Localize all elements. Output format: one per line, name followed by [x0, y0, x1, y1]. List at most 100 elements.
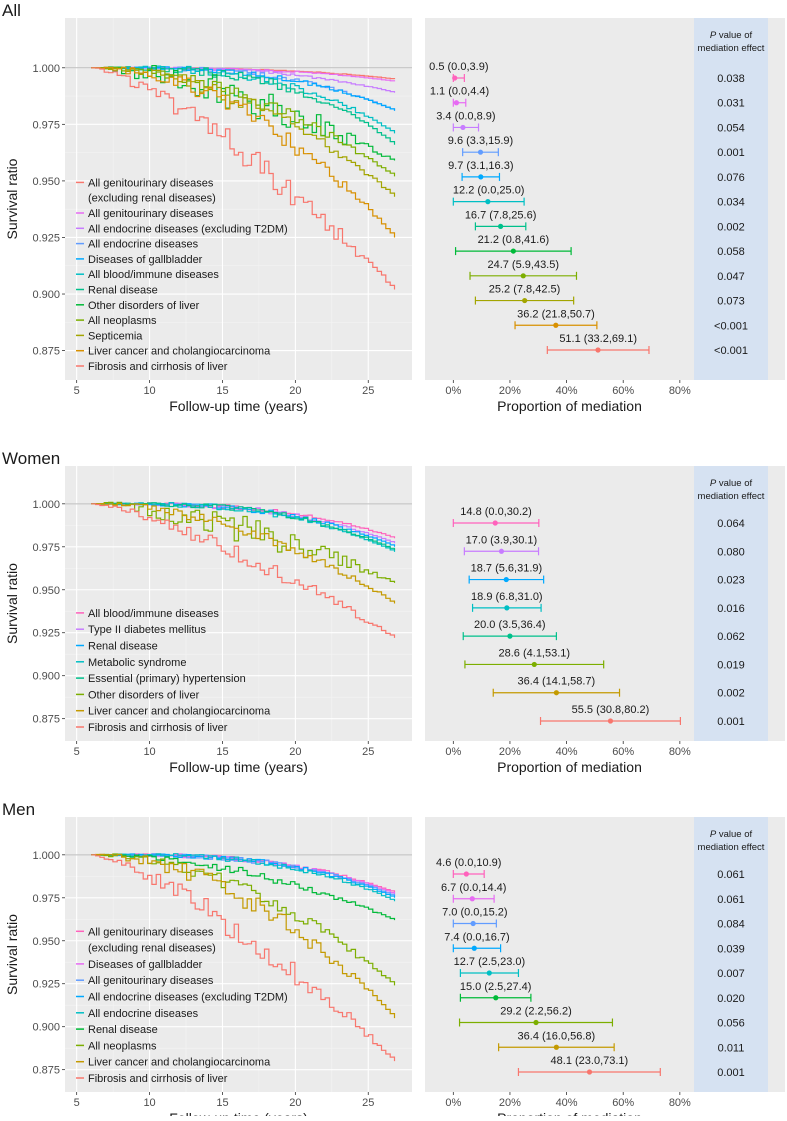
pvalue-5: 0.019: [717, 659, 745, 671]
survival-xtick-label: 5: [74, 1097, 80, 1109]
pvalue-8: 0.047: [717, 271, 745, 283]
legend-label-4: Essential (primary) hypertension: [88, 673, 246, 685]
estimate-point-1: [469, 896, 475, 902]
survival-xtick-label: 15: [216, 385, 228, 397]
forest-xtick-label: 60%: [612, 385, 634, 397]
survival-ytick-label: 0.875: [32, 346, 60, 358]
pvalue-column-background: [694, 817, 768, 1092]
estimate-label-3: 18.9 (6.8,31.0): [471, 591, 543, 603]
survival-ytick-label: 0.950: [32, 936, 60, 948]
legend-label-5: Renal disease: [88, 1024, 158, 1036]
survival-curve-10: [91, 66, 396, 238]
survival-xtick-label: 10: [143, 1097, 155, 1109]
legend-label-10: Liver cancer and cholangiocarcinoma: [88, 346, 271, 358]
survival-curve-8: [91, 854, 396, 1062]
estimate-label-5: 15.0 (2.5,27.4): [460, 981, 532, 993]
survival-ytick-label: 0.975: [32, 119, 60, 131]
survival-xlabel: Follow-up time (years): [169, 759, 307, 775]
survival-xtick-label: 20: [289, 746, 301, 758]
estimate-point-4: [478, 174, 484, 180]
survival-panel-background: [65, 817, 412, 1092]
forest-xtick-label: 40%: [556, 746, 578, 758]
survival-xtick-label: 25: [362, 746, 374, 758]
pvalue-5: 0.020: [717, 993, 745, 1005]
pvalue-3: 0.016: [717, 603, 745, 615]
survival-xtick-label: 15: [216, 1097, 228, 1109]
legend-label-6: Liver cancer and cholangiocarcinoma: [88, 706, 271, 718]
pvalue-column-background: [694, 466, 768, 741]
pvalue-2: 0.023: [717, 575, 745, 587]
forest-xlabel: Proportion of mediation: [497, 398, 642, 414]
section-women: Women 5 10 15 20 25 0.875 0.900 0.925 0.950 0.975 1…: [2, 449, 785, 775]
legend-label-3: Metabolic syndrome: [88, 657, 186, 669]
estimate-point-3: [471, 945, 477, 951]
section-all: All 5 10 15 20 25 0.875 0.900 0.925 0.950 0.975 1.0…: [2, 1, 785, 414]
pvalue-2: 0.084: [717, 919, 745, 931]
survival-ytick-label: 0.875: [32, 1065, 60, 1077]
pvalue-header-line2: mediation effect: [698, 491, 765, 502]
legend-label-2: Renal disease: [88, 641, 158, 653]
estimate-point-10: [553, 322, 559, 328]
pvalue-header-p: P: [710, 30, 717, 41]
survival-xtick-label: 10: [143, 385, 155, 397]
pvalue-6: 0.002: [717, 221, 745, 233]
legend-label-6: All neoplasms: [88, 1040, 157, 1052]
forest-xtick-label: 80%: [669, 385, 691, 397]
estimate-label-2: 18.7 (5.6,31.9): [471, 563, 543, 575]
section-men: Men 5 10 15 20 25 0.875 0.900 0.925 0.950 0.975 1.0…: [2, 800, 785, 1121]
survival-panel-background: [65, 466, 412, 741]
survival-xlabel: Follow-up time (years): [169, 398, 307, 414]
estimate-label-3: 9.6 (3.3,15.9): [448, 135, 513, 147]
legend-label-7: Other disorders of liver: [88, 300, 200, 312]
estimate-point-3: [504, 605, 510, 611]
pvalue-7: 0.011: [718, 1042, 745, 1054]
pvalue-0: 0.061: [717, 869, 745, 881]
estimate-label-4: 20.0 (3.5,36.4): [474, 619, 546, 631]
pvalue-header-line2: mediation effect: [698, 43, 765, 54]
estimate-point-7: [607, 718, 614, 724]
pvalue-6: 0.056: [717, 1018, 745, 1030]
forest-xtick-label: 20%: [499, 385, 521, 397]
survival-ytick-label: 0.975: [32, 542, 60, 554]
survival-curve-7: [91, 503, 396, 638]
section-title: All: [2, 1, 21, 20]
estimate-label-7: 55.5 (30.8,80.2): [572, 704, 650, 716]
pvalue-8: 0.001: [717, 1067, 745, 1079]
estimate-point-6: [553, 690, 559, 696]
survival-ytick-label: 0.950: [32, 585, 60, 597]
forest-xtick-label: 40%: [556, 1097, 578, 1109]
pvalue-header-value-of: value of: [716, 30, 752, 41]
forest-xtick-label: 0%: [445, 385, 461, 397]
pvalue-4: 0.062: [717, 631, 745, 643]
forest-xtick-label: 40%: [556, 385, 578, 397]
pvalue-10: <0.001: [714, 320, 748, 332]
survival-ytick-label: 0.950: [32, 176, 60, 188]
pvalue-11: <0.001: [714, 345, 748, 357]
legend-label-11: Fibrosis and cirrhosis of liver: [88, 361, 228, 373]
legend-label-7: Fibrosis and cirrhosis of liver: [88, 722, 228, 734]
estimate-point-5: [485, 199, 491, 205]
pvalue-7: 0.001: [717, 716, 745, 728]
forest-xlabel: Proportion of mediation: [497, 1110, 642, 1116]
legend-label-0: All blood/immune diseases: [88, 608, 219, 620]
legend-label-1: Diseases of gallbladder: [88, 959, 203, 971]
forest-xtick-label: 20%: [499, 746, 521, 758]
estimate-label-5: 12.2 (0.0,25.0): [453, 185, 525, 197]
forest-xtick-label: 60%: [612, 1097, 634, 1109]
legend-label-0-line2: (excluding renal diseases): [88, 943, 216, 955]
legend-label-1: Type II diabetes mellitus: [88, 624, 207, 636]
estimate-label-7: 21.2 (0.8,41.6): [478, 234, 550, 246]
legend-label-5: All blood/immune diseases: [88, 269, 219, 281]
estimate-point-8: [520, 273, 526, 279]
survival-xtick-label: 20: [289, 385, 301, 397]
estimate-point-4: [486, 970, 492, 976]
pvalue-0: 0.038: [717, 73, 745, 85]
estimate-label-11: 51.1 (33.2,69.1): [559, 333, 637, 345]
estimate-label-8: 48.1 (23.0,73.1): [551, 1055, 629, 1067]
estimate-point-2: [503, 576, 509, 583]
legend-label-3: All endocrine diseases: [88, 239, 199, 251]
survival-ytick-label: 0.900: [32, 671, 60, 683]
estimate-point-0: [492, 520, 498, 526]
